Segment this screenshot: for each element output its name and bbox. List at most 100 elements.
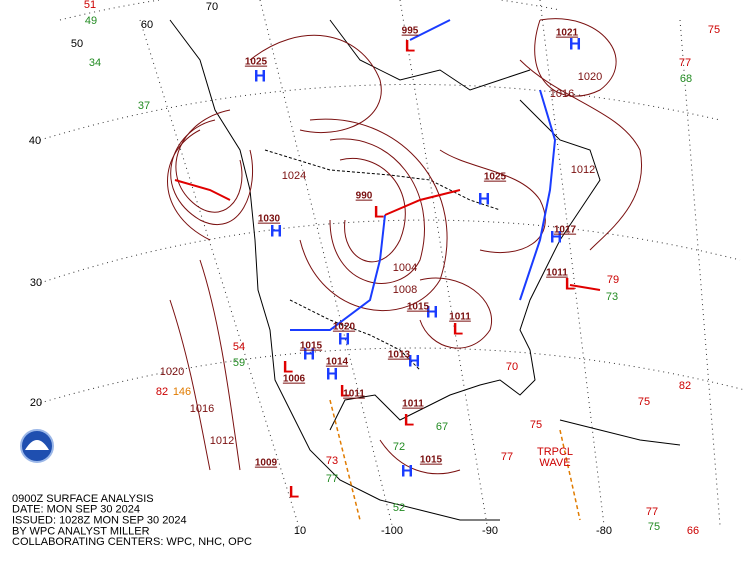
- isobar-label: 1020: [578, 71, 602, 83]
- station-value: 72: [393, 441, 405, 453]
- graticule: [39, 0, 746, 531]
- station-value: 37: [138, 100, 150, 112]
- station-value: 49: [85, 15, 97, 27]
- isobar: [299, 118, 448, 311]
- cold-front: [519, 89, 557, 301]
- high-symbol: H: [550, 227, 562, 246]
- high-symbol: H: [254, 66, 266, 85]
- lon-line: [259, 0, 393, 526]
- high-pressure: 1020: [333, 322, 356, 333]
- noaa-logo: [20, 429, 54, 463]
- low-symbol: L: [283, 357, 293, 376]
- high-symbol: H: [338, 329, 350, 348]
- low-symbol: L: [453, 319, 463, 338]
- low-pressure: 1011: [343, 389, 365, 400]
- high-pressure: 1025: [245, 57, 268, 68]
- high-pressure: 1017: [554, 225, 577, 236]
- low-symbol: L: [374, 202, 384, 221]
- arctic-coast: [329, 19, 531, 91]
- grid-label: -80: [596, 525, 612, 537]
- high-pressure: 1013: [388, 350, 411, 361]
- isobar: [329, 138, 425, 284]
- station-value: 73: [606, 291, 618, 303]
- isobar: [175, 109, 243, 213]
- station-value: 75: [530, 419, 542, 431]
- fronts: [174, 19, 601, 521]
- low-pressure: 995: [402, 26, 419, 37]
- trough: [559, 429, 581, 521]
- isobar: [534, 18, 617, 97]
- lat-line: [39, 219, 741, 284]
- grid-label: 50: [71, 38, 83, 50]
- border: [289, 299, 421, 371]
- isobar: [379, 439, 461, 475]
- low-pressure: 1006: [283, 374, 306, 385]
- header-line: 0900Z SURFACE ANALYSIS: [12, 493, 154, 505]
- high-pressure: 1025: [484, 172, 507, 183]
- station-value: 70: [506, 361, 518, 373]
- border: [264, 149, 501, 211]
- high-pressure: 1015: [300, 341, 323, 352]
- warm-front: [569, 284, 601, 291]
- station-value: 79: [607, 274, 619, 286]
- low-symbol: L: [405, 36, 415, 55]
- isobar-label: 1016: [190, 403, 214, 415]
- isobar: [167, 129, 211, 241]
- high-pressure: 1015: [420, 455, 443, 466]
- low-pressure: 1011: [449, 312, 471, 323]
- high-symbol: H: [303, 344, 315, 363]
- header-line: BY WPC ANALYST MILLER: [12, 525, 150, 537]
- high-symbol: H: [270, 221, 282, 240]
- station-value: 66: [687, 525, 699, 537]
- grid-label: 10: [294, 525, 306, 537]
- isobar-label: 1008: [393, 284, 417, 296]
- station-value: 77: [501, 451, 513, 463]
- high-pressure: 1015: [407, 302, 430, 313]
- station-value: 146: [173, 386, 191, 398]
- high-symbol: H: [426, 302, 438, 321]
- feature-label: WAVE: [539, 457, 570, 469]
- station-value: 67: [436, 421, 448, 433]
- caribbean-islands: [559, 419, 681, 446]
- isobar: [169, 299, 211, 471]
- station-value: 75: [638, 396, 650, 408]
- high-pressure: 1030: [258, 214, 281, 225]
- grid-label: 20: [30, 397, 42, 409]
- isobar: [439, 149, 546, 254]
- station-value: 68: [680, 73, 692, 85]
- isobar: [249, 34, 382, 134]
- coastlines: [169, 19, 681, 521]
- high-symbol: H: [401, 461, 413, 480]
- lon-line: [139, 19, 301, 531]
- high-pressure: 1014: [326, 357, 349, 368]
- warm-front: [384, 189, 461, 216]
- station-value: 73: [326, 455, 338, 467]
- high-symbol: H: [478, 189, 490, 208]
- header-line: COLLABORATING CENTERS: WPC, NHC, OPC: [12, 536, 252, 548]
- lat-line: [39, 83, 721, 141]
- high-symbol: H: [326, 364, 338, 383]
- station-value: 75: [648, 521, 660, 533]
- header-line: DATE: MON SEP 30 2024: [12, 504, 140, 516]
- station-value: 51: [84, 0, 96, 11]
- high-symbol: H: [569, 34, 581, 53]
- warm-front: [174, 179, 231, 201]
- isobars: [167, 18, 642, 475]
- cold-front: [409, 19, 451, 41]
- grid-label: -100: [381, 525, 403, 537]
- logo-bird: [25, 440, 49, 450]
- grid-label: 40: [29, 135, 41, 147]
- low-symbol: L: [404, 410, 414, 429]
- feature-label: TRPCL: [537, 446, 573, 458]
- lon-line: [539, 0, 605, 526]
- station-value: 77: [679, 57, 691, 69]
- station-value: 75: [708, 24, 720, 36]
- station-value: 77: [646, 506, 658, 518]
- low-symbol: L: [289, 482, 299, 501]
- high-pressure: 1021: [556, 28, 579, 39]
- station-value: 54: [233, 341, 245, 353]
- atlantic-gulf-coast: [329, 99, 601, 431]
- lat-line: [39, 347, 746, 404]
- low-symbol: L: [340, 381, 350, 400]
